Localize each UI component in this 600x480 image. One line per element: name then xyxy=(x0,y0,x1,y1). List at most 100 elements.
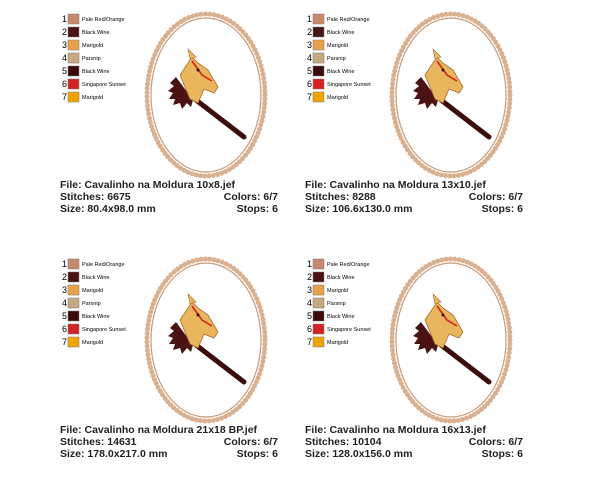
color-swatch xyxy=(67,336,80,348)
color-name: Marigold xyxy=(82,43,103,49)
embroidery-preview xyxy=(144,11,268,179)
color-number: 1 xyxy=(307,14,312,24)
color-number: 1 xyxy=(62,14,67,24)
color-swatch xyxy=(67,91,80,103)
color-swatch xyxy=(67,297,80,309)
color-swatch xyxy=(67,323,80,335)
stick xyxy=(193,342,247,385)
colors: Colors: 6/7 xyxy=(469,436,523,448)
color-number: 7 xyxy=(307,92,312,102)
color-number: 5 xyxy=(62,66,67,76)
frame-outer xyxy=(144,11,268,179)
color-number: 2 xyxy=(62,272,67,282)
colors: Colors: 6/7 xyxy=(224,436,278,448)
color-name: Black Wine xyxy=(327,30,355,36)
color-name: Pale Red/Orange xyxy=(327,17,370,23)
color-name: Marigold xyxy=(327,43,348,49)
color-number: 4 xyxy=(307,298,312,308)
color-number: 7 xyxy=(62,92,67,102)
color-swatch xyxy=(312,65,325,77)
color-number: 2 xyxy=(307,27,312,37)
color-number: 7 xyxy=(307,337,312,347)
mane xyxy=(413,322,438,354)
bridle xyxy=(191,305,213,327)
head xyxy=(424,56,464,104)
size: Size: 178.0x217.0 mm xyxy=(60,448,167,460)
color-swatch xyxy=(67,39,80,51)
bridle xyxy=(436,60,458,82)
color-name: Pale Red/Orange xyxy=(327,262,370,268)
color-swatch xyxy=(312,323,325,335)
stitches: Stitches: 10104 xyxy=(305,436,382,448)
size: Size: 80.4x98.0 mm xyxy=(60,203,156,215)
color-name: Parsnip xyxy=(327,301,346,307)
ear xyxy=(187,293,197,305)
color-swatch xyxy=(312,78,325,90)
frame-outer xyxy=(389,256,513,424)
file-name: File: Cavalinho na Moldura 10x8.jef xyxy=(60,179,236,191)
stitches: Stitches: 6675 xyxy=(60,191,131,203)
frame-inner xyxy=(150,17,262,173)
color-number: 6 xyxy=(62,324,67,334)
stops: Stops: 6 xyxy=(237,448,279,460)
embroidery-preview xyxy=(389,256,513,424)
color-number: 6 xyxy=(307,79,312,89)
color-number: 2 xyxy=(62,27,67,37)
frame-inner xyxy=(395,17,507,173)
color-name: Black Wine xyxy=(82,314,110,320)
color-name: Marigold xyxy=(82,340,103,346)
color-name: Black Wine xyxy=(327,314,355,320)
color-swatch xyxy=(312,39,325,51)
head xyxy=(179,301,219,349)
head xyxy=(424,301,464,349)
color-number: 3 xyxy=(62,40,67,50)
color-number: 5 xyxy=(62,311,67,321)
color-number: 7 xyxy=(62,337,67,347)
colors: Colors: 6/7 xyxy=(469,191,523,203)
color-number: 6 xyxy=(307,324,312,334)
color-swatch xyxy=(312,258,325,270)
color-name: Black Wine xyxy=(82,275,110,281)
design-panel: 1 Pale Red/Orange 2 Black Wine 3 Marigold 4 Par… xyxy=(60,11,279,215)
color-swatch xyxy=(67,65,80,77)
color-name: Marigold xyxy=(327,340,348,346)
stitches: Stitches: 14631 xyxy=(60,436,137,448)
frame-inner xyxy=(150,262,262,418)
color-swatch xyxy=(67,13,80,25)
color-number: 4 xyxy=(62,53,67,63)
color-swatch xyxy=(67,310,80,322)
color-swatch xyxy=(67,78,80,90)
file-name: File: Cavalinho na Moldura 13x10.jef xyxy=(305,179,486,191)
stick xyxy=(438,342,492,385)
color-number: 2 xyxy=(307,272,312,282)
color-swatch xyxy=(312,13,325,25)
embroidery-preview xyxy=(389,11,513,179)
color-swatch xyxy=(312,310,325,322)
color-name: Pale Red/Orange xyxy=(82,262,125,268)
color-number: 4 xyxy=(307,53,312,63)
frame-outer xyxy=(144,256,268,424)
color-name: Marigold xyxy=(82,95,103,101)
color-number: 4 xyxy=(62,298,67,308)
color-number: 3 xyxy=(307,285,312,295)
file-name: File: Cavalinho na Moldura 21x18 BP.jef xyxy=(60,424,258,436)
color-swatch xyxy=(312,336,325,348)
color-name: Singapore Sunset xyxy=(327,327,371,333)
color-name: Black Wine xyxy=(327,69,355,75)
mane xyxy=(168,77,193,109)
color-name: Singapore Sunset xyxy=(327,82,371,88)
color-number: 5 xyxy=(307,311,312,321)
frame-inner xyxy=(395,262,507,418)
stops: Stops: 6 xyxy=(237,203,279,215)
eye xyxy=(196,313,200,317)
stops: Stops: 6 xyxy=(482,203,524,215)
bridle xyxy=(436,305,458,327)
color-name: Parsnip xyxy=(82,56,101,62)
color-swatch xyxy=(67,258,80,270)
color-name: Marigold xyxy=(327,95,348,101)
color-swatch xyxy=(67,284,80,296)
design-panel: 1 Pale Red/Orange 2 Black Wine 3 Marigold 4 Par… xyxy=(305,11,524,215)
color-swatch xyxy=(312,271,325,283)
color-name: Marigold xyxy=(82,288,103,294)
